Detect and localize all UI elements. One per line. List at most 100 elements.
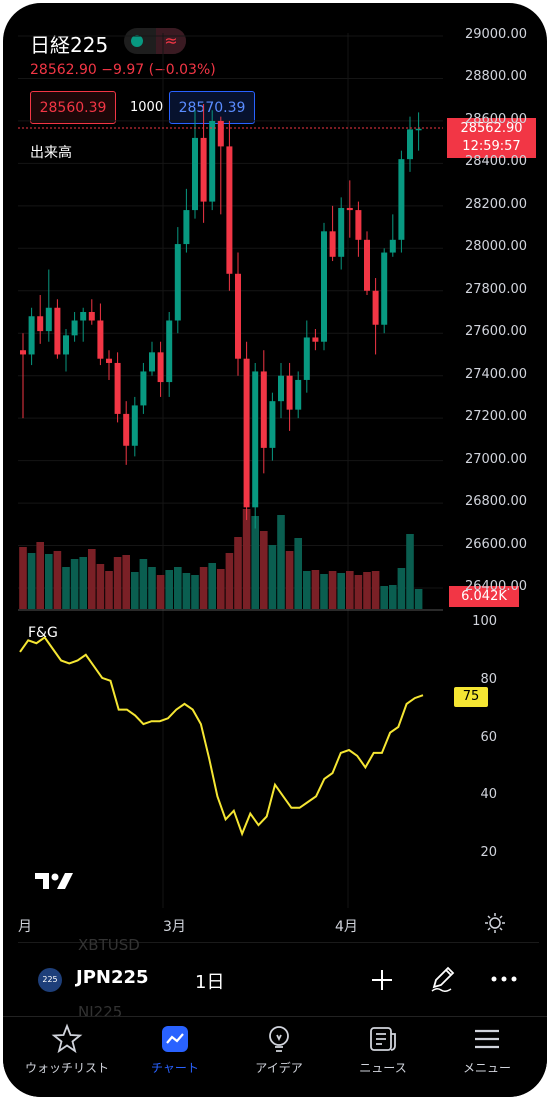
candle-body	[338, 207, 345, 257]
candle-body	[37, 316, 44, 332]
interval-selector[interactable]: 1日	[195, 972, 225, 993]
candle-body	[364, 239, 370, 291]
candle-body	[278, 375, 284, 402]
volume-bar	[131, 572, 139, 609]
price-tick-label: 27800.00	[464, 281, 527, 297]
volume-bar	[19, 547, 27, 609]
volume-bar	[251, 516, 259, 609]
volume-bar	[242, 509, 251, 609]
candle-body	[183, 210, 190, 245]
candle-body	[45, 307, 52, 332]
tab-chart[interactable]: チャート	[121, 1017, 229, 1097]
price-tick-label: 27600.00	[464, 324, 527, 340]
volume-bar	[217, 569, 225, 609]
candle-body	[131, 405, 138, 446]
volume-bar	[234, 537, 242, 609]
volume-bar	[62, 567, 70, 609]
candle-body	[226, 146, 233, 274]
price-change-line: 28562.90 −9.97 (−0.03%)	[30, 62, 216, 78]
market-open-dot-icon	[131, 35, 143, 47]
star-icon	[51, 1023, 83, 1054]
volume-bar	[277, 515, 285, 609]
candle-body	[166, 320, 173, 383]
indicator-tick-label: 100	[472, 614, 497, 629]
lightbulb-icon	[269, 1026, 289, 1052]
tab-ideas[interactable]: アイデア	[225, 1017, 333, 1097]
tradingview-logo	[35, 873, 73, 889]
symbol-title[interactable]: 日経225	[30, 33, 109, 57]
volume-bar	[165, 570, 173, 609]
volume-bar	[96, 564, 105, 609]
candle-body	[192, 137, 198, 211]
order-quantity[interactable]: 1000	[130, 100, 164, 115]
symbol-selector[interactable]: JPN225	[76, 967, 149, 988]
bar-countdown: 12:59:57	[462, 139, 521, 154]
volume-bar	[122, 555, 130, 609]
candle-body	[355, 210, 362, 240]
volume-bar	[397, 568, 406, 609]
price-tick-label: 27400.00	[464, 366, 527, 382]
indicator-name[interactable]: F&G	[28, 625, 58, 641]
price-tick-label: 27000.00	[464, 451, 527, 467]
tab-menu-label: メニュー	[462, 1061, 511, 1075]
phone-screen: 日経225 ≈ 28562.90 −9.97 (−0.03%) 28560.39…	[3, 3, 547, 1097]
candle-body	[106, 358, 112, 363]
fg-indicator-line	[19, 636, 424, 837]
menu-icon	[475, 1029, 499, 1049]
sell-price-button[interactable]: 28560.39	[30, 91, 116, 124]
volume-last-tag: 6.042K	[449, 586, 519, 607]
candle-body	[28, 316, 35, 355]
price-tick-label: 29000.00	[464, 27, 527, 42]
plus-icon[interactable]	[370, 968, 394, 992]
price-tick-label: 27200.00	[464, 409, 527, 425]
volume-bar	[182, 573, 191, 609]
candle-body	[321, 231, 327, 342]
price-chart[interactable]	[3, 3, 547, 943]
candle-body	[71, 320, 78, 336]
price-tick-label: 28000.00	[464, 239, 527, 255]
tab-watchlist[interactable]: ウォッチリスト	[13, 1017, 121, 1097]
price-tick-label: 26400.00	[464, 579, 527, 594]
volume-bar	[36, 542, 44, 609]
volume-bar	[294, 538, 302, 609]
candle-body	[329, 231, 336, 257]
volume-bar	[105, 571, 113, 609]
volume-bar	[79, 557, 87, 609]
news-icon	[370, 1027, 396, 1051]
volume-bar	[311, 570, 320, 609]
candle-body	[346, 207, 353, 211]
candle-body	[140, 371, 147, 406]
candle-body	[415, 128, 422, 131]
candle-body	[217, 120, 224, 147]
candle-body	[149, 352, 155, 372]
candle-body	[209, 120, 216, 202]
candle-body	[54, 307, 61, 355]
candle-body	[80, 312, 87, 321]
tab-menu[interactable]: メニュー	[433, 1017, 541, 1097]
indicator-tick-label: 80	[480, 671, 497, 687]
tab-chart-label: チャート	[151, 1061, 199, 1075]
time-label-feb: 月	[18, 919, 32, 935]
settings-sun-icon[interactable]	[484, 912, 506, 934]
candle-body	[407, 129, 413, 160]
tab-news-label: ニュース	[359, 1061, 407, 1075]
price-tick-label: 26800.00	[464, 494, 527, 510]
volume-bar	[208, 563, 216, 609]
candle-body	[381, 252, 388, 325]
volume-bar	[406, 534, 414, 609]
candle-body	[174, 244, 181, 321]
price-tick-label: 26600.00	[464, 536, 527, 552]
volume-bar	[389, 585, 397, 609]
candle-body	[398, 159, 405, 240]
symbol-logo-icon: 225	[38, 968, 62, 992]
volume-label: 出来高	[30, 145, 72, 161]
draw-pencil-icon[interactable]	[429, 965, 457, 993]
last-price-value: 28562.90	[460, 121, 523, 136]
volume-bar	[88, 549, 96, 609]
candle-body	[260, 371, 267, 448]
chart-icon	[162, 1026, 188, 1052]
more-dots-icon[interactable]	[490, 971, 518, 987]
volume-bar	[380, 586, 388, 609]
tab-news[interactable]: ニュース	[329, 1017, 437, 1097]
last-price-tag: 28562.90 12:59:57	[447, 118, 536, 158]
